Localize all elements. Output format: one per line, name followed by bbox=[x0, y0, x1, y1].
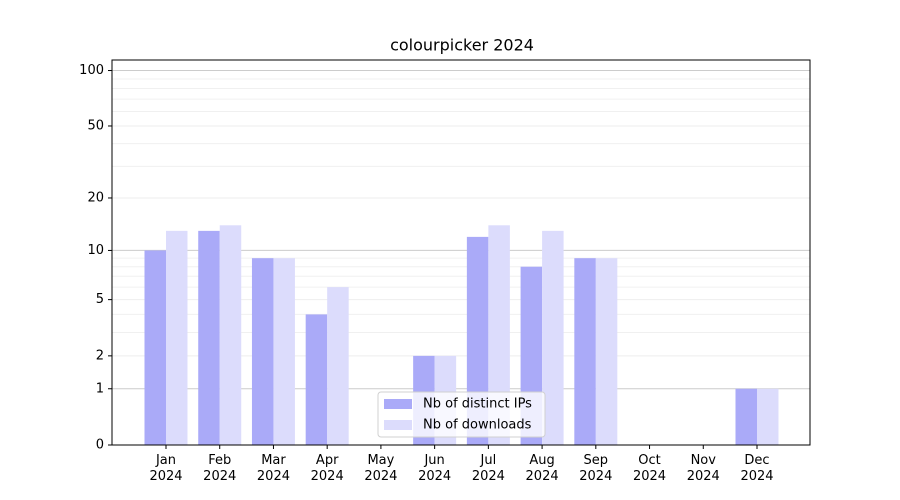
x-tick-label: Aug 2024 bbox=[525, 453, 559, 484]
y-tick-label: 2 bbox=[96, 348, 104, 363]
bar bbox=[219, 225, 242, 445]
legend-swatch bbox=[384, 399, 412, 409]
y-tick-label: 5 bbox=[96, 292, 104, 307]
x-tick-label: May 2024 bbox=[364, 453, 398, 484]
y-tick-label: 20 bbox=[87, 190, 104, 205]
x-tick-label: Nov 2024 bbox=[686, 453, 720, 484]
bar bbox=[595, 258, 618, 445]
bar bbox=[198, 230, 220, 445]
x-tick-label: Jul 2024 bbox=[471, 453, 505, 484]
bar bbox=[488, 225, 510, 445]
legend-box bbox=[377, 391, 546, 438]
y-tick-label: 1 bbox=[96, 381, 104, 396]
x-tick-label: Jun 2024 bbox=[418, 453, 452, 484]
bar bbox=[735, 388, 757, 445]
bar bbox=[144, 250, 166, 445]
x-tick-label: Dec 2024 bbox=[740, 453, 774, 484]
bar bbox=[327, 287, 349, 445]
legend-label: Nb of distinct IPs bbox=[423, 397, 532, 412]
x-tick-label: Jan 2024 bbox=[149, 453, 183, 484]
bar bbox=[757, 388, 779, 445]
y-tick-label: 0 bbox=[96, 438, 104, 453]
chart-title: colourpicker 2024 bbox=[390, 36, 534, 55]
x-tick-label: Oct 2024 bbox=[632, 453, 667, 484]
y-tick-label: 10 bbox=[87, 243, 104, 258]
bar bbox=[251, 258, 274, 445]
bar bbox=[542, 230, 564, 445]
legend-swatch bbox=[384, 420, 412, 430]
y-tick-label: 100 bbox=[79, 63, 104, 78]
x-tick-label: Feb 2024 bbox=[203, 453, 237, 484]
x-tick-label: Mar 2024 bbox=[256, 453, 290, 484]
bar bbox=[305, 314, 328, 445]
bar bbox=[166, 230, 188, 445]
bar bbox=[273, 258, 295, 445]
x-tick-label: Sep 2024 bbox=[579, 453, 613, 484]
legend-label: Nb of downloads bbox=[423, 418, 532, 433]
x-tick-label: Apr 2024 bbox=[310, 453, 344, 484]
plot-frame bbox=[111, 59, 811, 446]
y-tick-label: 50 bbox=[87, 118, 104, 133]
bar bbox=[574, 258, 596, 445]
